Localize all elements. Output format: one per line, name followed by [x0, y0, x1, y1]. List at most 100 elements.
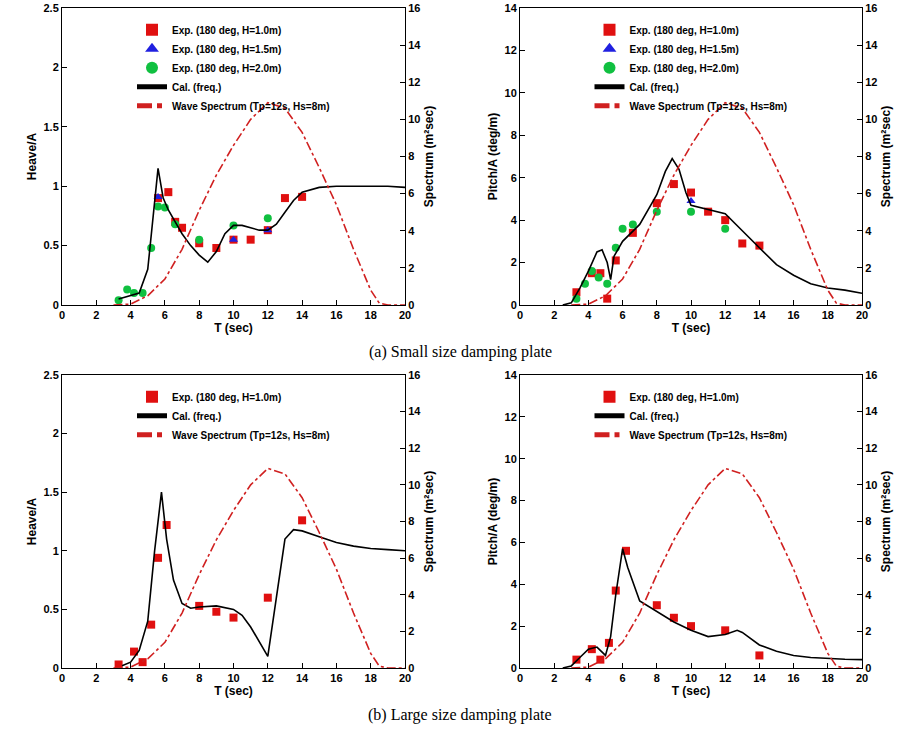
svg-text:16: 16	[408, 369, 420, 381]
svg-text:Exp. (180 deg, H=2.0m): Exp. (180 deg, H=2.0m)	[172, 63, 281, 74]
svg-text:6: 6	[620, 309, 626, 321]
svg-text:2: 2	[408, 625, 414, 637]
svg-text:Exp. (180 deg, H=1.0m): Exp. (180 deg, H=1.0m)	[172, 25, 281, 36]
svg-text:8: 8	[865, 150, 871, 162]
svg-text:Cal. (freq.): Cal. (freq.)	[172, 411, 221, 422]
svg-text:(a) Small size damping plate: (a) Small size damping plate	[369, 343, 552, 361]
svg-text:16: 16	[865, 369, 877, 381]
svg-text:10: 10	[685, 309, 697, 321]
svg-text:10: 10	[865, 479, 877, 491]
svg-text:2: 2	[53, 427, 59, 439]
svg-text:T (sec): T (sec)	[214, 684, 253, 698]
svg-text:8: 8	[408, 150, 414, 162]
svg-text:1: 1	[53, 180, 59, 192]
svg-text:10: 10	[408, 113, 420, 125]
svg-text:2.5: 2.5	[44, 369, 59, 381]
svg-text:8: 8	[196, 672, 202, 684]
svg-text:6: 6	[162, 309, 168, 321]
svg-text:20: 20	[856, 672, 868, 684]
svg-text:Pitch/A (deg/m): Pitch/A (deg/m)	[486, 478, 500, 566]
svg-text:16: 16	[865, 2, 877, 14]
svg-text:4: 4	[865, 589, 872, 601]
svg-text:Wave Spectrum (Tp=12s, Hs=8m): Wave Spectrum (Tp=12s, Hs=8m)	[172, 430, 329, 441]
svg-text:4: 4	[865, 225, 872, 237]
svg-text:0: 0	[511, 299, 517, 311]
svg-text:6: 6	[865, 552, 871, 564]
svg-text:0: 0	[59, 309, 65, 321]
svg-text:2: 2	[53, 61, 59, 73]
svg-text:Exp. (180 deg, H=2.0m): Exp. (180 deg, H=2.0m)	[630, 63, 739, 74]
svg-text:1.5: 1.5	[44, 121, 59, 133]
svg-text:6: 6	[408, 552, 414, 564]
svg-text:4: 4	[128, 672, 135, 684]
svg-text:14: 14	[408, 405, 421, 417]
svg-text:Exp. (180 deg, H=1.0m): Exp. (180 deg, H=1.0m)	[630, 392, 739, 403]
svg-text:14: 14	[753, 309, 766, 321]
svg-text:12: 12	[262, 672, 274, 684]
svg-text:6: 6	[865, 187, 871, 199]
svg-text:0: 0	[408, 299, 414, 311]
svg-text:8: 8	[654, 309, 660, 321]
svg-text:Heave/A: Heave/A	[25, 497, 39, 545]
svg-text:18: 18	[365, 309, 377, 321]
svg-text:6: 6	[408, 187, 414, 199]
svg-text:16: 16	[408, 2, 420, 14]
svg-text:8: 8	[408, 515, 414, 527]
svg-text:Spectrum (m²sec): Spectrum (m²sec)	[879, 106, 893, 207]
svg-text:18: 18	[365, 672, 377, 684]
svg-text:4: 4	[511, 578, 518, 590]
svg-text:2: 2	[551, 672, 557, 684]
svg-text:0: 0	[53, 299, 59, 311]
svg-text:12: 12	[719, 309, 731, 321]
svg-text:2: 2	[93, 672, 99, 684]
svg-text:Spectrum (m²sec): Spectrum (m²sec)	[879, 471, 893, 572]
svg-text:12: 12	[865, 76, 877, 88]
svg-text:20: 20	[399, 309, 411, 321]
svg-text:8: 8	[511, 129, 517, 141]
svg-text:2: 2	[511, 256, 517, 268]
svg-text:14: 14	[505, 2, 518, 14]
svg-text:14: 14	[865, 39, 878, 51]
svg-text:14: 14	[296, 672, 309, 684]
svg-text:T (sec): T (sec)	[672, 321, 711, 335]
svg-text:10: 10	[227, 672, 239, 684]
svg-text:Pitch/A (deg/m): Pitch/A (deg/m)	[486, 113, 500, 201]
svg-text:10: 10	[505, 453, 517, 465]
svg-text:Spectrum (m²sec): Spectrum (m²sec)	[422, 106, 436, 207]
svg-text:8: 8	[511, 494, 517, 506]
svg-text:2: 2	[865, 262, 871, 274]
svg-text:0: 0	[53, 662, 59, 674]
svg-text:14: 14	[296, 309, 309, 321]
svg-text:4: 4	[585, 309, 592, 321]
svg-text:Cal. (freq.): Cal. (freq.)	[630, 82, 679, 93]
svg-text:12: 12	[262, 309, 274, 321]
svg-text:8: 8	[654, 672, 660, 684]
svg-text:0: 0	[517, 309, 523, 321]
svg-text:2.5: 2.5	[44, 2, 59, 14]
svg-text:10: 10	[685, 672, 697, 684]
svg-text:10: 10	[408, 479, 420, 491]
svg-text:4: 4	[408, 225, 415, 237]
svg-text:T (sec): T (sec)	[214, 321, 253, 335]
svg-text:6: 6	[511, 172, 517, 184]
svg-text:0: 0	[59, 672, 65, 684]
svg-text:16: 16	[330, 309, 342, 321]
svg-text:16: 16	[787, 672, 799, 684]
svg-text:(b) Large size damping plate: (b) Large size damping plate	[368, 706, 552, 724]
svg-text:14: 14	[865, 405, 878, 417]
svg-text:14: 14	[408, 39, 421, 51]
svg-text:12: 12	[505, 411, 517, 423]
svg-text:Exp. (180 deg, H=1.5m): Exp. (180 deg, H=1.5m)	[630, 44, 739, 55]
svg-text:0: 0	[865, 299, 871, 311]
svg-text:0: 0	[408, 662, 414, 674]
svg-text:6: 6	[162, 672, 168, 684]
svg-text:4: 4	[585, 672, 592, 684]
svg-text:4: 4	[511, 214, 518, 226]
svg-text:Cal. (freq.): Cal. (freq.)	[630, 411, 679, 422]
svg-text:18: 18	[822, 309, 834, 321]
svg-text:6: 6	[620, 672, 626, 684]
svg-text:4: 4	[408, 589, 415, 601]
svg-text:1: 1	[53, 545, 59, 557]
svg-text:16: 16	[787, 309, 799, 321]
svg-text:8: 8	[865, 515, 871, 527]
